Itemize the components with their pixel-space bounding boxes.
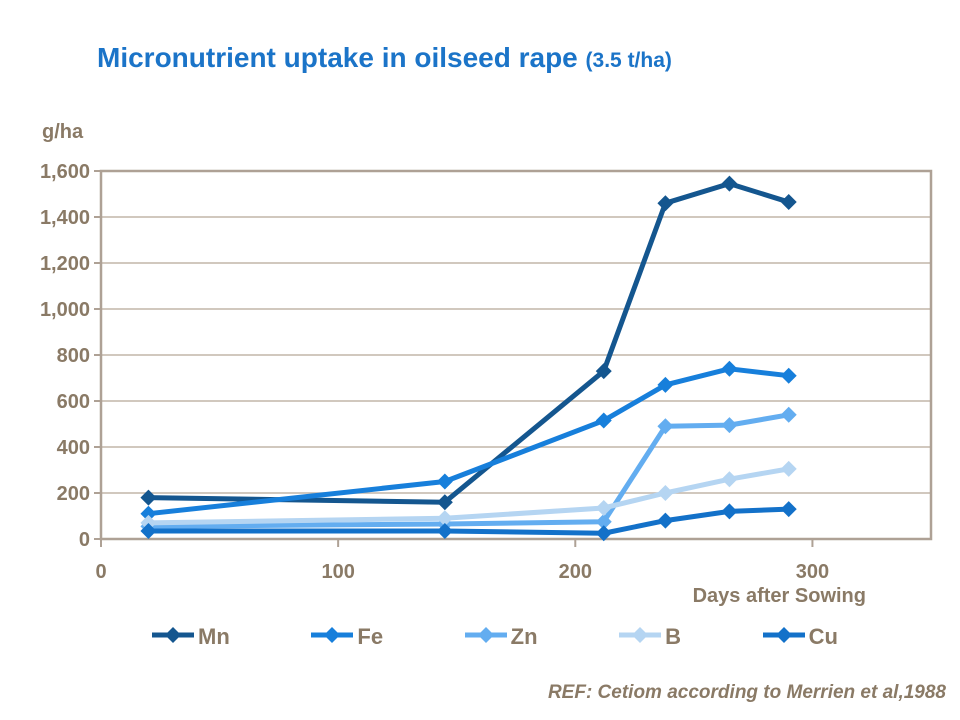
series-marker-cu [780, 501, 797, 518]
series-marker-zn [657, 418, 674, 435]
series-line-zn [145, 412, 792, 529]
legend-item-zn: Zn [463, 625, 538, 650]
legend: Mn Fe Zn B Cu [150, 620, 838, 654]
series-line-b [145, 466, 792, 526]
y-tick-label: 1,600 [40, 161, 90, 183]
y-tick-label: 200 [57, 483, 90, 505]
y-tick-label: 400 [57, 437, 90, 459]
legend-item-b: B [617, 625, 681, 650]
y-axis-unit-label: g/ha [42, 121, 84, 143]
series-marker-cu [595, 525, 612, 542]
series-marker-zn [140, 518, 157, 535]
series-marker-zn [595, 513, 612, 530]
legend-item-cu: Cu [761, 625, 838, 650]
legend-marker-b-icon [617, 625, 663, 650]
series-marker-zn [436, 516, 453, 533]
series-marker-fe [721, 360, 738, 377]
legend-marker-mn-icon [150, 625, 196, 650]
legend-label-mn: Mn [198, 624, 230, 649]
series-marker-cu [436, 522, 453, 539]
series-marker-mn [140, 489, 157, 506]
series-marker-b [595, 499, 612, 516]
legend-marker-zn-icon [463, 625, 509, 650]
series-marker-b [140, 514, 157, 531]
series-line-cu [145, 506, 792, 536]
series-marker-b [657, 485, 674, 501]
series-line-mn [145, 181, 792, 505]
legend-label-zn: Zn [510, 624, 538, 649]
x-axis-title: Days after Sowing [692, 585, 866, 607]
series-marker-cu [140, 522, 157, 539]
legend-item-mn: Mn [150, 625, 230, 650]
y-tick-label: 1,200 [40, 253, 90, 275]
series-marker-mn [657, 195, 674, 212]
series-marker-fe [436, 473, 453, 490]
series-marker-mn [595, 363, 612, 380]
legend-label-b: B [665, 624, 682, 649]
reference-text: REF: Cetiom according to Merrien et al,1… [547, 682, 946, 703]
series-marker-zn [721, 417, 738, 434]
chart-title-main: Micronutrient uptake in oilseed rape [97, 42, 586, 73]
y-tick-label: 0 [79, 529, 90, 551]
series-line-fe [145, 366, 792, 517]
series-marker-fe [657, 376, 674, 393]
series-marker-cu [657, 512, 674, 529]
series-marker-mn [436, 494, 453, 511]
x-tick-label: 300 [796, 561, 829, 583]
legend-label-cu: Cu [808, 624, 838, 649]
legend-label-fe: Fe [357, 624, 384, 649]
chart-title-suffix: (3.5 t/ha) [585, 49, 672, 72]
y-tick-label: 800 [57, 345, 90, 367]
series-marker-zn [780, 406, 797, 423]
x-tick-label: 100 [321, 561, 354, 583]
series-marker-cu [721, 503, 738, 520]
series-marker-mn [721, 175, 738, 192]
x-tick-label: 0 [95, 561, 106, 583]
series-marker-fe [595, 412, 612, 429]
legend-marker-fe-icon [309, 625, 355, 650]
x-tick-label: 200 [559, 561, 592, 583]
series-marker-fe [780, 367, 797, 384]
plot-border [99, 169, 933, 541]
y-tick-label: 1,000 [40, 299, 90, 321]
y-tick-label: 600 [57, 391, 90, 413]
series-marker-b [780, 460, 797, 477]
series-marker-b [436, 510, 453, 527]
y-tick-label: 1,400 [40, 207, 90, 229]
series-marker-b [721, 471, 738, 488]
series-marker-fe [140, 505, 157, 522]
series-marker-mn [780, 194, 797, 211]
legend-item-fe: Fe [309, 625, 383, 650]
chart-title: Micronutrient uptake in oilseed rape (3.… [97, 42, 917, 74]
legend-marker-cu-icon [761, 625, 807, 650]
